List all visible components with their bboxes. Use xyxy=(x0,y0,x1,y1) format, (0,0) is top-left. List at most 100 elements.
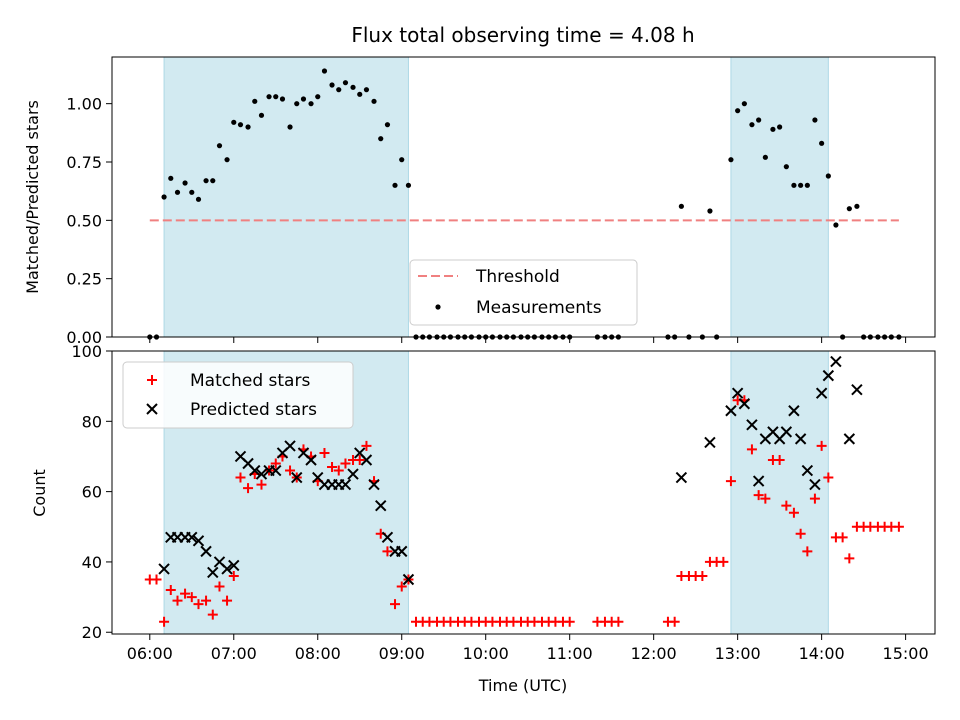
bottom-legend: Matched stars Predicted stars xyxy=(122,361,354,429)
predicted-point xyxy=(375,499,387,512)
matched-point xyxy=(697,570,708,581)
measurement-point xyxy=(804,182,810,188)
matched-point xyxy=(319,447,330,458)
x-tick-label: 06:00 xyxy=(127,644,173,663)
predicted-point xyxy=(675,471,688,484)
legend-matched-label: Matched stars xyxy=(190,371,310,391)
predicted-point xyxy=(809,478,821,491)
predicted-point xyxy=(347,468,359,480)
matched-point xyxy=(746,444,757,455)
matched-point xyxy=(222,595,233,606)
y-tick-label: 1.00 xyxy=(66,95,102,114)
top-y-axis-label: Matched/Predicted stars xyxy=(23,100,42,294)
measurement-point xyxy=(749,122,755,128)
measurement-point xyxy=(258,112,265,118)
y-tick-label: 60 xyxy=(82,483,102,502)
measurement-point xyxy=(168,175,174,181)
legend-threshold-label: Threshold xyxy=(475,267,560,287)
measurement-point xyxy=(315,94,321,100)
measurement-point xyxy=(384,122,391,128)
measurement-point xyxy=(371,98,377,104)
count-points xyxy=(144,355,904,627)
measurement-point xyxy=(798,182,804,188)
y-tick-label: 0.00 xyxy=(66,328,102,347)
measurement-point xyxy=(854,203,860,209)
predicted-point xyxy=(843,433,856,445)
predicted-point xyxy=(794,433,807,445)
predicted-point xyxy=(830,355,842,368)
x-axis-label: Time (UTC) xyxy=(478,676,567,695)
measurement-point xyxy=(707,208,713,214)
measurement-point xyxy=(825,173,831,179)
measurement-point xyxy=(336,87,342,93)
predicted-point xyxy=(752,475,765,487)
measurement-point xyxy=(770,126,776,132)
predicted-point xyxy=(725,405,737,417)
predicted-point xyxy=(368,478,380,491)
measurement-point xyxy=(846,206,852,212)
predicted-point xyxy=(284,440,296,452)
matched-point xyxy=(235,472,246,483)
predicted-point xyxy=(815,387,828,399)
y-tick-label: 80 xyxy=(82,412,102,431)
legend-matched-swatch xyxy=(147,375,157,385)
matched-point xyxy=(809,493,820,504)
matched-point xyxy=(186,592,197,603)
matched-point xyxy=(760,493,771,504)
measurement-point xyxy=(357,91,363,97)
measurement-point xyxy=(174,189,181,195)
measurement-point xyxy=(756,117,762,123)
matched-point xyxy=(172,595,183,606)
matched-point xyxy=(193,599,204,610)
measurement-point xyxy=(819,140,825,146)
matched-point xyxy=(816,440,827,451)
measurement-point xyxy=(216,143,223,149)
matched-point xyxy=(774,454,785,465)
measurement-point xyxy=(308,101,314,107)
measurement-point xyxy=(812,117,818,123)
matched-point xyxy=(802,546,813,557)
bottom-x-ticks: 06:00 07:00 08:00 09:00 10:00 11:00 12:00 13:00… xyxy=(127,634,929,663)
matched-point xyxy=(165,585,176,596)
matched-point xyxy=(844,553,855,564)
predicted-point xyxy=(339,478,352,491)
measurement-point xyxy=(329,82,335,88)
matched-point xyxy=(564,616,575,627)
measurement-point xyxy=(279,96,286,102)
predicted-point xyxy=(731,387,744,399)
measurement-point xyxy=(833,222,839,228)
measurement-point xyxy=(195,196,202,202)
measurement-point xyxy=(350,84,356,90)
x-tick-label: 13:00 xyxy=(715,644,761,663)
matched-point xyxy=(725,476,736,487)
y-tick-label: 20 xyxy=(82,623,102,642)
matched-point xyxy=(795,528,806,539)
measurement-point xyxy=(182,180,188,186)
bottom-panel: 06:00 07:00 08:00 09:00 10:00 11:00 12:00 13:00… xyxy=(30,342,936,695)
y-tick-label: 0.25 xyxy=(66,270,102,289)
measurement-point xyxy=(762,154,768,160)
predicted-point xyxy=(158,563,170,575)
matched-point xyxy=(823,472,834,483)
top-y-ticks: 0.00 0.25 0.50 0.75 1.00 xyxy=(66,95,112,347)
observing-window-2 xyxy=(730,350,829,635)
measurement-point xyxy=(273,94,279,100)
measurement-point xyxy=(245,124,251,130)
top-x-ticks xyxy=(149,337,907,343)
predicted-point xyxy=(851,383,863,396)
matched-point xyxy=(340,458,351,469)
matched-point xyxy=(333,465,344,476)
matched-point xyxy=(201,595,212,606)
matched-point xyxy=(781,500,792,511)
measurement-point xyxy=(266,94,272,100)
x-tick-label: 07:00 xyxy=(211,644,257,663)
predicted-point xyxy=(738,398,751,410)
measurement-point xyxy=(237,122,244,128)
matched-point xyxy=(669,616,680,627)
top-legend-box xyxy=(409,259,638,326)
predicted-point xyxy=(801,464,814,477)
observing-window-1 xyxy=(163,56,409,338)
measurement-point xyxy=(392,182,398,188)
top-observing-windows xyxy=(163,56,829,338)
predicted-point xyxy=(192,535,205,547)
